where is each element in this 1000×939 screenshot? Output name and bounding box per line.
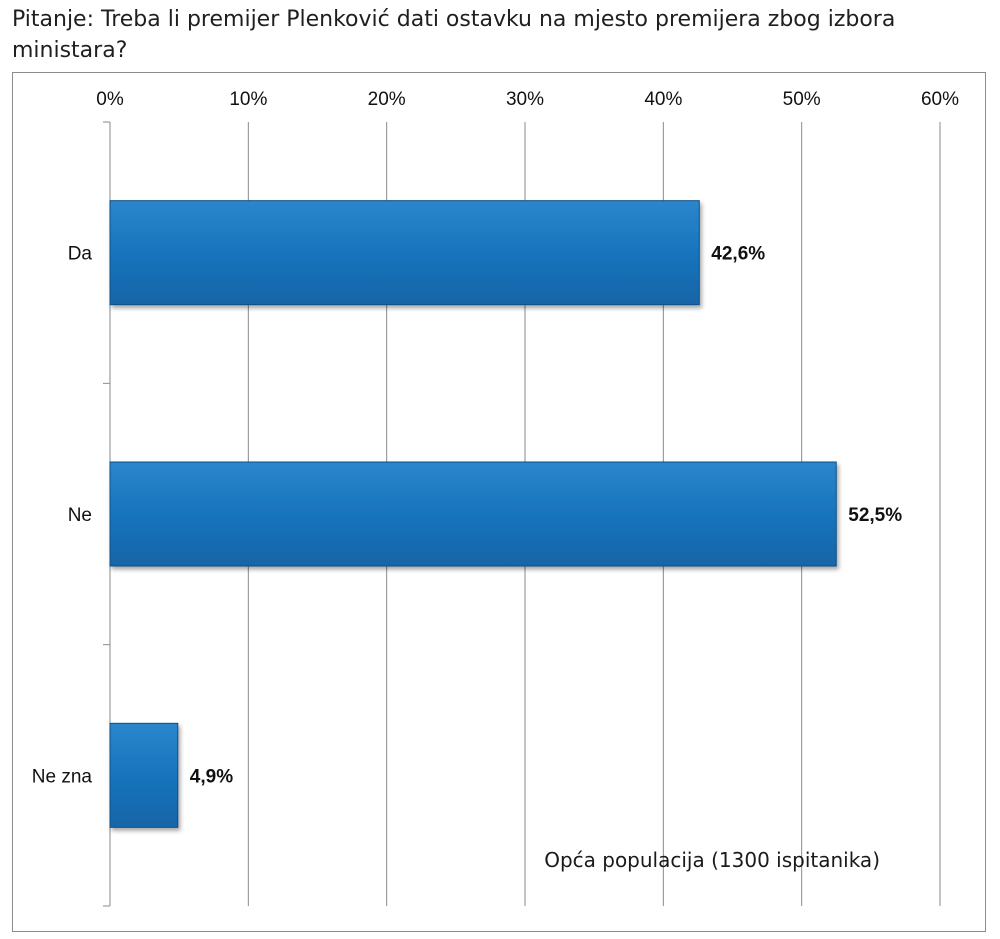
category-label: Ne zna [32, 766, 93, 787]
x-tick-label: 30% [506, 89, 544, 110]
value-label: 4,9% [190, 766, 233, 787]
bar-ne-zna [109, 722, 179, 828]
sample-note: Opća populacija (1300 ispitanika) [544, 848, 880, 872]
x-tick-label: 40% [644, 89, 682, 110]
category-axis [103, 121, 111, 907]
bars [109, 200, 837, 828]
value-label: 42,6% [711, 244, 765, 265]
chart-question-title: Pitanje: Treba li premijer Plenković dat… [12, 7, 896, 63]
category-label: Ne [68, 505, 92, 526]
labels: Da 42,6% Ne 52,5% Ne zna 4,9% [32, 244, 902, 788]
chart-frame [12, 72, 986, 932]
x-tick-label: 60% [921, 89, 959, 110]
x-tick-label: 20% [368, 89, 406, 110]
bar-da [109, 200, 700, 306]
x-tick-label: 50% [783, 89, 821, 110]
value-label: 52,5% [848, 505, 902, 526]
bar-ne [109, 461, 837, 567]
category-label: Da [68, 244, 93, 265]
x-axis-tick-labels: 0% 10% 20% 30% 40% 50% 60% [96, 89, 959, 110]
x-tick-label: 0% [96, 89, 124, 110]
x-tick-label: 10% [229, 89, 267, 110]
